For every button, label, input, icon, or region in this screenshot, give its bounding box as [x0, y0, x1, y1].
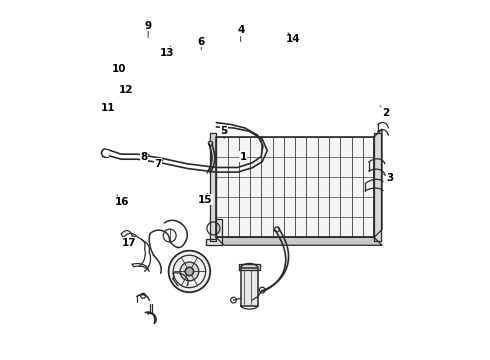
Text: 15: 15	[197, 195, 212, 205]
Polygon shape	[210, 134, 216, 241]
Text: 12: 12	[119, 85, 133, 95]
Text: 13: 13	[160, 48, 174, 58]
Text: 10: 10	[112, 64, 126, 74]
Polygon shape	[374, 129, 382, 237]
Circle shape	[208, 141, 213, 145]
Polygon shape	[205, 220, 221, 244]
Text: 9: 9	[145, 21, 152, 31]
Text: 5: 5	[220, 126, 228, 135]
Text: 1: 1	[240, 152, 247, 162]
Circle shape	[180, 262, 199, 281]
Polygon shape	[216, 137, 374, 237]
Polygon shape	[374, 134, 381, 241]
Text: 8: 8	[140, 152, 147, 162]
Text: 4: 4	[237, 25, 245, 35]
Text: 16: 16	[115, 197, 130, 207]
Text: 11: 11	[101, 103, 115, 113]
Text: 2: 2	[382, 108, 389, 118]
Circle shape	[169, 251, 210, 292]
Text: 6: 6	[197, 37, 205, 47]
Text: 17: 17	[122, 238, 137, 248]
Text: 14: 14	[286, 35, 301, 44]
Polygon shape	[241, 268, 258, 306]
Text: 3: 3	[387, 173, 394, 183]
Circle shape	[185, 267, 194, 276]
Polygon shape	[239, 264, 260, 270]
Text: 7: 7	[154, 159, 162, 169]
Polygon shape	[216, 237, 382, 245]
